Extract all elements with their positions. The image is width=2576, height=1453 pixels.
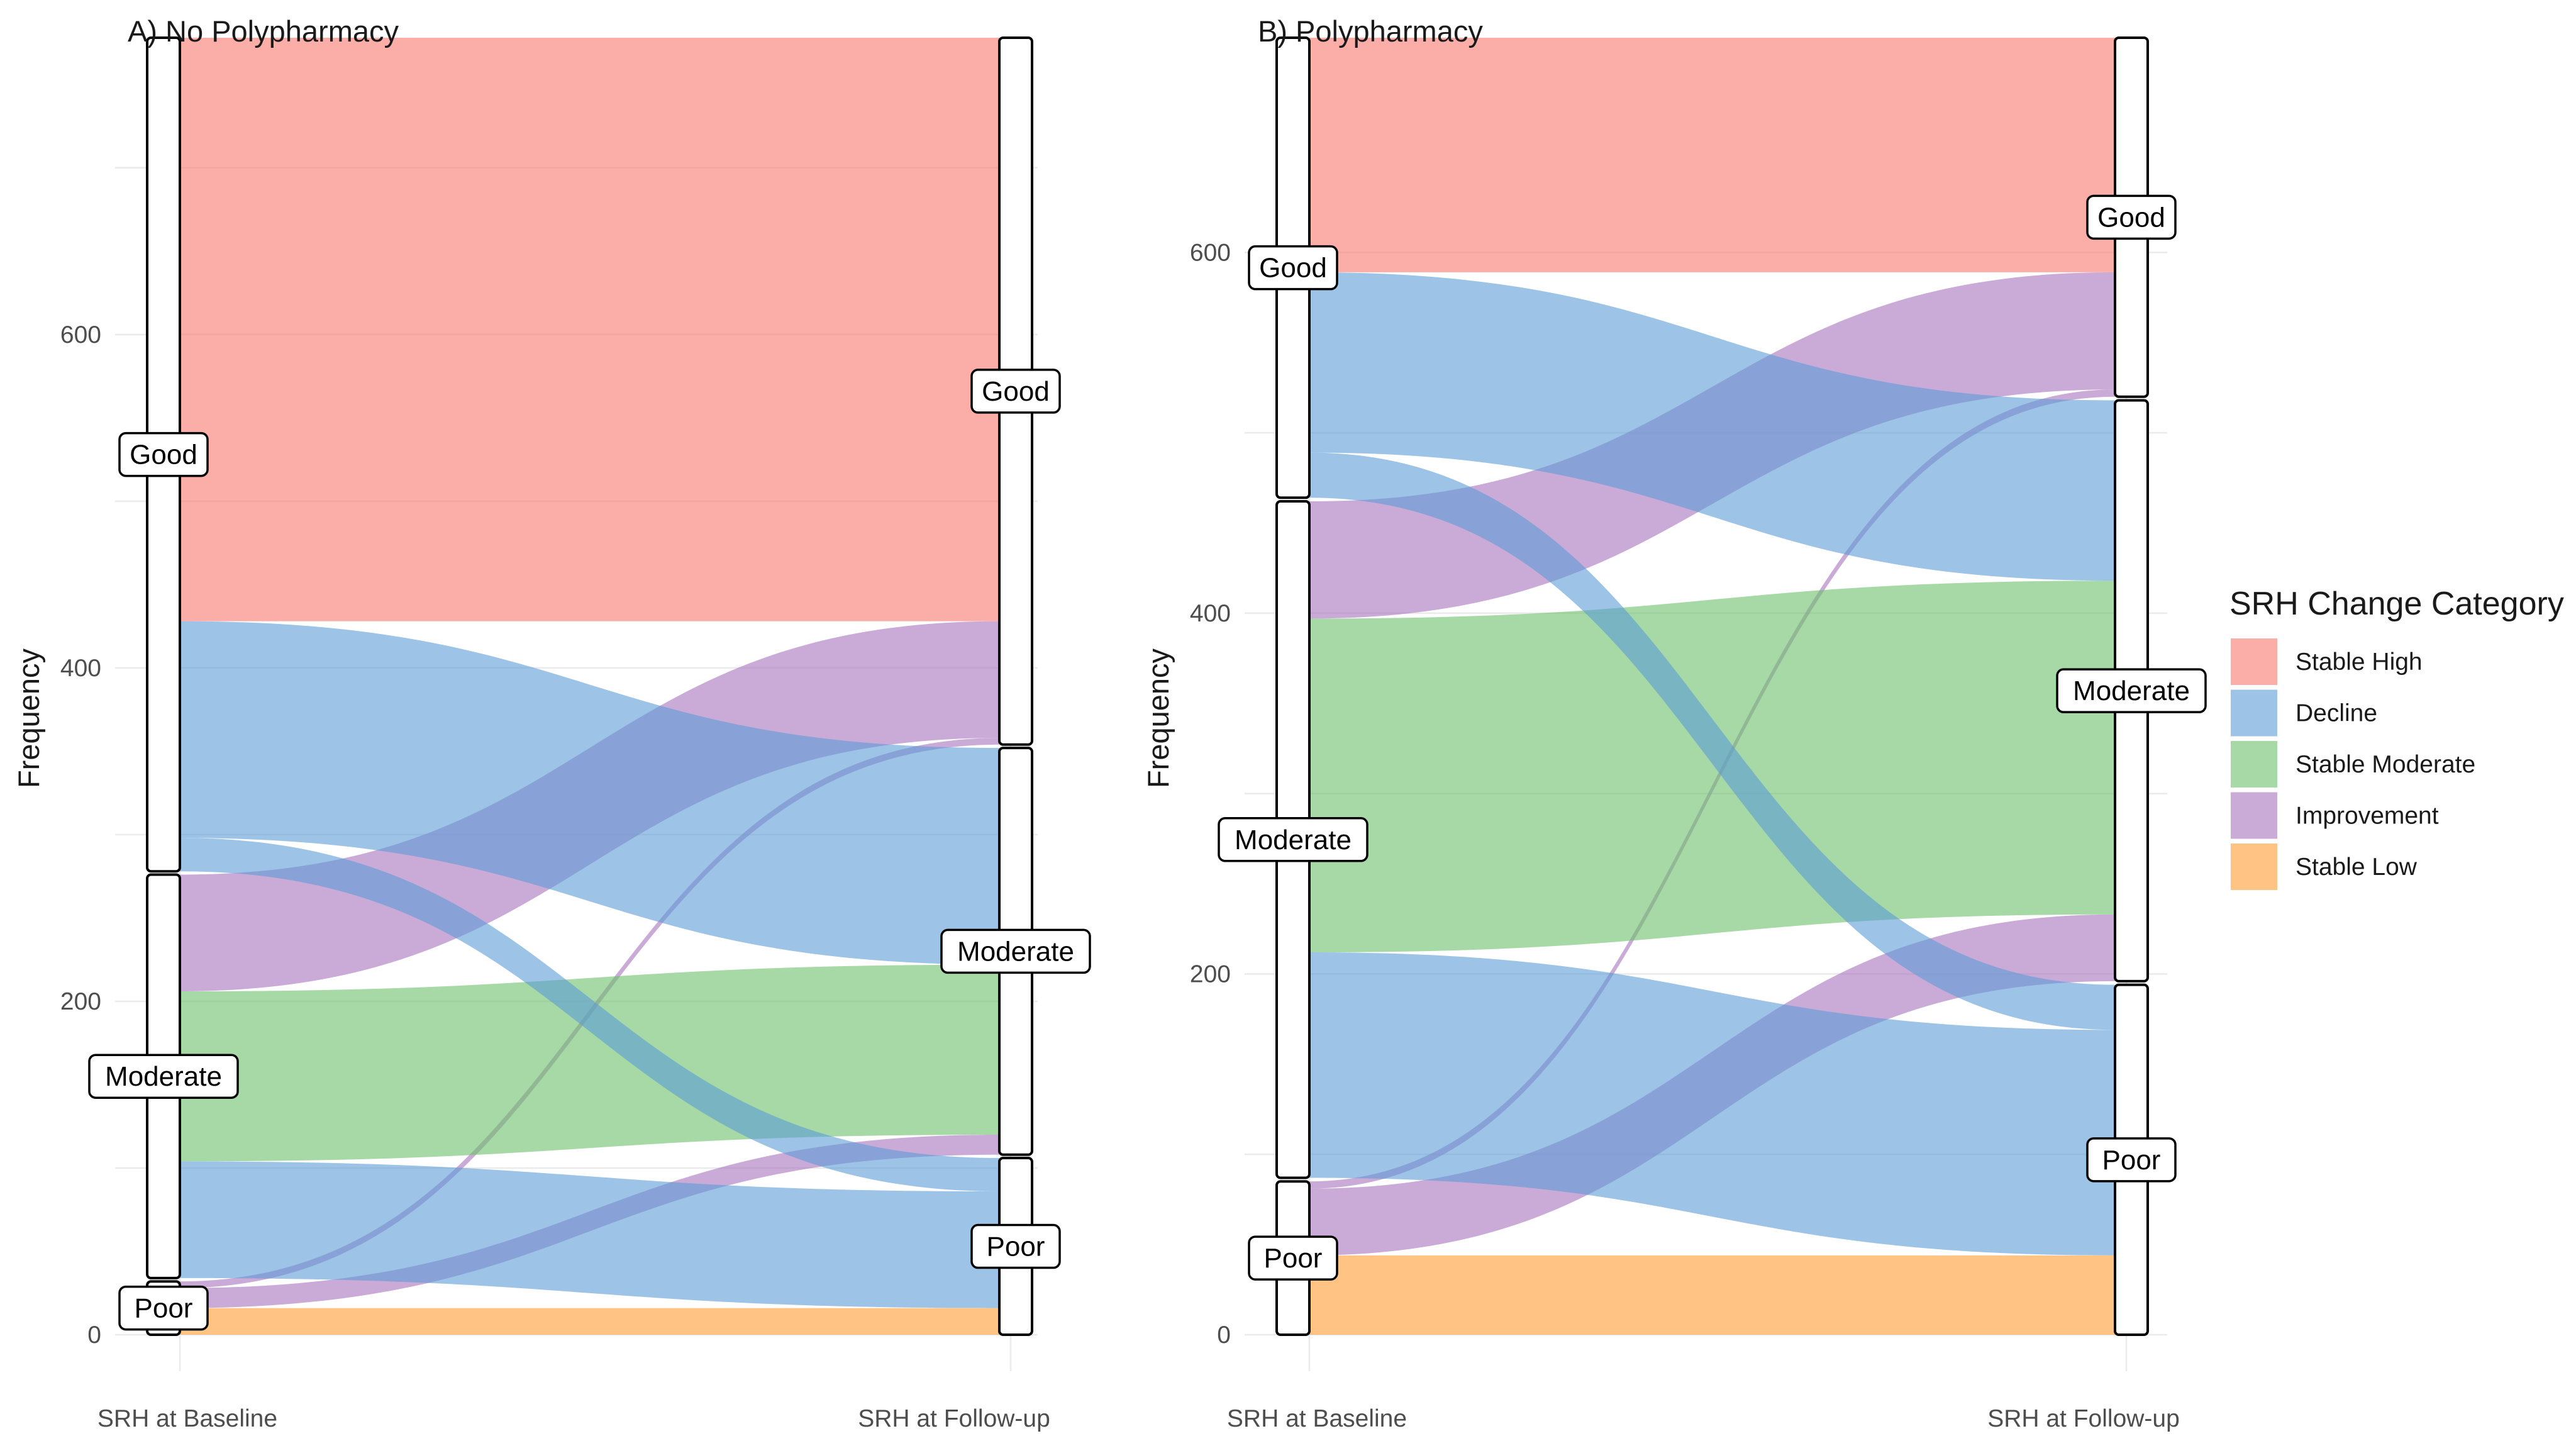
panel-a-stratum-label-box-left-good — [118, 431, 209, 477]
panel-a-stratum-label-left-poor: Poor — [135, 1293, 193, 1324]
panel-a-flow-moderate-to-moderate — [180, 964, 999, 1162]
legend-swatch-stable-high — [2231, 638, 2277, 685]
panel-a-flows — [180, 38, 999, 1335]
legend-label-stable-moderate: Stable Moderate — [2296, 751, 2475, 778]
panel-b-flow-poor-to-poor — [1309, 1255, 2115, 1335]
panel-b-stratum-label-left-poor: Poor — [1264, 1243, 1323, 1274]
panel-a-flow-good-to-moderate — [180, 621, 999, 965]
panel-b-stratum-label-right-moderate: Moderate — [2073, 676, 2190, 706]
panel-a-y-tick-label: 600 — [60, 321, 101, 348]
legend-label-stable-high: Stable High — [2296, 649, 2423, 676]
panel-a-stratum-label-left-moderate: Moderate — [105, 1061, 222, 1092]
legend-label-improvement: Improvement — [2296, 803, 2439, 830]
panel-b-y-tick-label: 0 — [1217, 1322, 1231, 1349]
panel-a-stratum-label-box-left-poor — [118, 1285, 209, 1331]
panel-a-y-tick-label: 200 — [60, 988, 101, 1015]
panel-a-flow-good-to-good — [180, 38, 999, 621]
panel-b-strata: Poor Moderate Good Poor Moderate Good — [1218, 36, 2207, 1336]
panel-b-stratum-label-left-good: Good — [1259, 253, 1327, 284]
panel-a-y-ticks: 0 200 400 600 — [60, 321, 101, 1349]
panel-b-stratum-label-box-right-good — [2086, 194, 2177, 240]
panel-b-stratum-label-box-right-moderate — [2056, 668, 2207, 713]
panel-a-stratum-label-box-right-moderate — [940, 928, 1091, 974]
panel-b-stratum-label-box-left-poor — [1248, 1235, 1338, 1281]
legend-swatch-improvement — [2231, 792, 2277, 839]
panel-b-stratum-label-box-right-poor — [2086, 1137, 2177, 1183]
legend: SRH Change Category Stable High Decline St… — [2229, 586, 2564, 890]
panel-b-x-label-baseline: SRH at Baseline — [1227, 1405, 1407, 1432]
panel-a-stratum-label-right-moderate: Moderate — [957, 936, 1074, 967]
panel-a-stratum-label-right-poor: Poor — [987, 1232, 1045, 1262]
panel-b-stratum-label-box-left-moderate — [1218, 817, 1368, 862]
legend-label-stable-low: Stable Low — [2296, 854, 2418, 881]
panel-b-y-ticks: 0 200 400 600 — [1190, 239, 1231, 1349]
panel-a-flow-poor-to-poor — [180, 1308, 999, 1335]
panel-b-stratum-label-right-poor: Poor — [2102, 1145, 2161, 1176]
panel-a-y-axis-title: Frequency — [12, 648, 45, 788]
panel-a-flow-moderate-to-poor — [180, 1161, 999, 1308]
panel-a-y-tick-label: 0 — [87, 1322, 101, 1349]
legend-title: SRH Change Category — [2229, 586, 2564, 622]
panel-a-stratum-label-box-right-poor — [970, 1223, 1061, 1269]
legend-label-decline: Decline — [2296, 700, 2377, 727]
panel-b-y-tick-label: 400 — [1190, 600, 1231, 627]
panel-b-flow-good-to-moderate — [1309, 272, 2115, 581]
panel-b-polypharmacy: Poor Moderate Good Poor Moderate Good 0 200 400… — [1141, 14, 2207, 1432]
panel-b-title: B) Polypharmacy — [1258, 14, 1483, 48]
panel-b-y-tick-label: 200 — [1190, 960, 1231, 988]
panel-b-flows — [1309, 38, 2115, 1335]
panel-a-strata: Poor Moderate Good Poor Moderate Good — [88, 36, 1091, 1336]
panel-b-stratum-label-right-good: Good — [2097, 202, 2165, 233]
panel-a-stratum-label-box-left-moderate — [88, 1054, 239, 1099]
panel-b-flow-good-to-good — [1309, 38, 2115, 272]
panel-a-x-label-baseline: SRH at Baseline — [97, 1405, 277, 1432]
panel-a-y-tick-label: 400 — [60, 655, 101, 682]
panel-a-title: A) No Polypharmacy — [128, 14, 399, 48]
panel-b-stratum-label-box-left-good — [1248, 245, 1338, 291]
panel-b-y-tick-label: 600 — [1190, 239, 1231, 266]
panel-b-flow-moderate-to-poor — [1309, 952, 2115, 1255]
panel-a-stratum-label-left-good: Good — [130, 440, 197, 470]
panel-b-flow-moderate-to-moderate — [1309, 581, 2115, 953]
legend-swatch-decline — [2231, 689, 2277, 737]
panel-a-x-label-followup: SRH at Follow-up — [858, 1405, 1050, 1432]
panel-a-stratum-label-box-right-good — [970, 369, 1061, 414]
legend-swatch-stable-moderate — [2231, 741, 2277, 788]
panel-a-no-polypharmacy: Poor Moderate Good Poor Moderate Good 0 200 400… — [12, 14, 1091, 1432]
panel-b-stratum-label-left-moderate: Moderate — [1235, 825, 1352, 855]
panel-a-flow-good-to-poor — [180, 838, 999, 1192]
panel-b-flow-good-to-poor — [1309, 452, 2115, 1030]
panel-b-x-label-followup: SRH at Follow-up — [1987, 1405, 2180, 1432]
panel-b-y-axis-title: Frequency — [1141, 648, 1175, 788]
legend-swatch-stable-low — [2231, 843, 2277, 890]
panel-a-stratum-label-right-good: Good — [982, 376, 1050, 407]
